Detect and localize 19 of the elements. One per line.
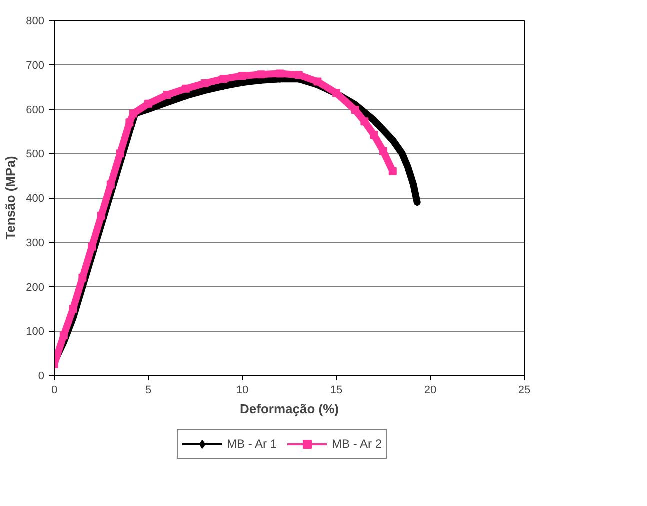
x-tick-label: 0 xyxy=(51,384,58,396)
x-tick-label: 20 xyxy=(424,384,437,396)
y-tick-label: 100 xyxy=(26,326,45,338)
x-tick-label: 5 xyxy=(145,384,152,396)
y-tick-label: 0 xyxy=(38,370,45,382)
y-tick-label: 600 xyxy=(26,104,45,116)
x-tick-label: 10 xyxy=(236,384,249,396)
y-tick-label: 400 xyxy=(26,193,45,205)
x-tick-label: 15 xyxy=(330,384,343,396)
x-tick-label: 25 xyxy=(518,384,531,396)
y-axis-title: Tensão (MPa) xyxy=(3,156,18,240)
legend-label: MB - Ar 1 xyxy=(226,437,277,451)
y-tick-label: 700 xyxy=(26,60,45,72)
y-tick-label: 200 xyxy=(26,282,45,294)
y-tick-label: 500 xyxy=(26,148,45,161)
x-axis-title: Deformação (%) xyxy=(240,402,339,416)
legend-label: MB - Ar 2 xyxy=(332,437,382,451)
y-tick-label: 800 xyxy=(26,16,45,28)
y-tick-label: 300 xyxy=(26,237,45,250)
